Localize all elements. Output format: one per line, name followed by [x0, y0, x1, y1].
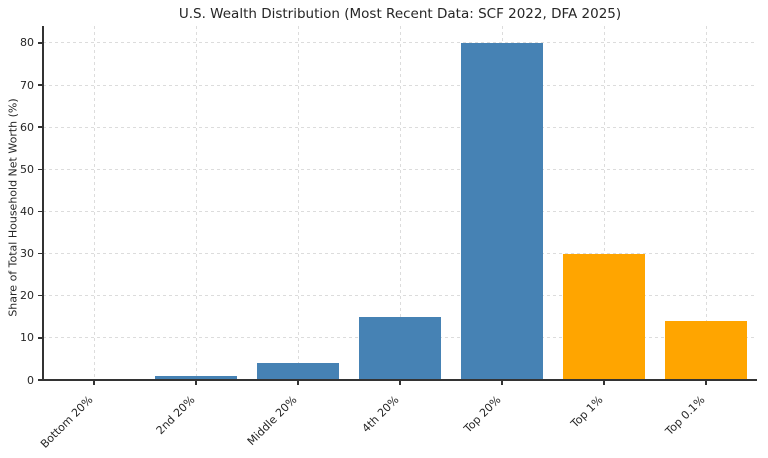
chart-title: U.S. Wealth Distribution (Most Recent Da…	[178, 6, 622, 22]
x-tick-label: Middle 20%	[244, 393, 300, 448]
gridline-vertical	[93, 26, 95, 380]
x-tick-label: Top 20%	[461, 393, 504, 436]
y-axis-tick	[38, 379, 42, 381]
x-axis-tick	[603, 381, 605, 385]
gridline-vertical	[195, 26, 197, 380]
bar-2nd-20-	[155, 375, 237, 380]
y-axis-tick	[38, 337, 42, 339]
y-axis-line	[42, 26, 44, 381]
y-tick-label: 80	[20, 36, 34, 50]
x-axis-tick	[297, 381, 299, 385]
y-axis-tick	[38, 42, 42, 44]
gridline-vertical	[705, 26, 707, 380]
x-tick-label: Bottom 20%	[37, 393, 96, 451]
x-axis-tick	[93, 381, 95, 385]
y-tick-label: 30	[20, 247, 34, 261]
y-tick-label: 50	[20, 162, 34, 176]
bar-middle-20-	[257, 363, 339, 380]
y-axis-tick	[38, 168, 42, 171]
y-tick-label: 70	[20, 78, 34, 92]
bar-4th-20-	[359, 316, 441, 380]
y-axis-tick	[38, 294, 42, 297]
x-tick-label: 4th 20%	[359, 393, 402, 436]
y-tick-label: 10	[20, 331, 34, 345]
gridline-vertical	[297, 26, 299, 380]
x-axis-tick	[195, 381, 197, 385]
y-tick-label: 40	[20, 204, 34, 218]
x-tick-label: Top 1%	[568, 393, 606, 431]
y-axis-tick	[38, 126, 42, 128]
y-tick-label: 20	[20, 289, 34, 303]
bar-top-1-	[563, 253, 645, 380]
gridline-vertical	[603, 26, 605, 380]
gridline-vertical	[399, 26, 401, 380]
y-tick-label: 0	[27, 373, 34, 387]
x-axis-tick	[399, 381, 401, 385]
x-tick-label: Top 0.1%	[662, 393, 708, 438]
x-axis-line	[43, 379, 757, 381]
y-tick-label: 60	[20, 120, 34, 134]
bar-top-0.1-	[665, 321, 747, 380]
plot-area	[43, 26, 757, 380]
y-axis-tick	[38, 210, 42, 213]
x-axis-tick	[501, 381, 503, 385]
y-axis-tick	[38, 252, 42, 255]
x-tick-label: 2nd 20%	[153, 393, 198, 438]
x-axis-tick	[705, 381, 707, 385]
y-axis-tick	[38, 84, 42, 86]
bar-top-20-	[461, 42, 543, 380]
